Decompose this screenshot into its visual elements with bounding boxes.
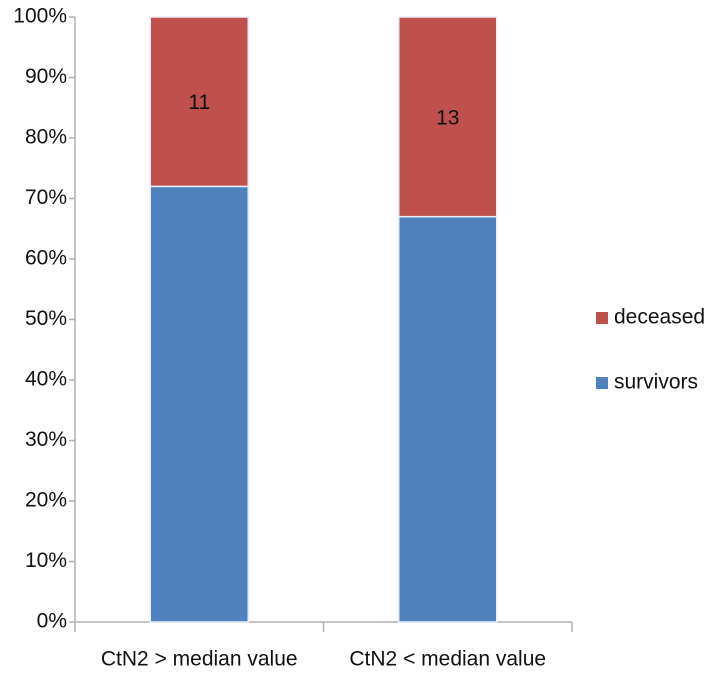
- y-tick-label: 90%: [25, 65, 67, 88]
- bar-segment: [149, 185, 249, 623]
- bar-segment: [398, 16, 498, 218]
- y-tick-label: 20%: [25, 489, 67, 512]
- y-tick-label: 100%: [13, 5, 67, 28]
- legend-swatch: [596, 377, 608, 389]
- x-tick-label: CtN2 < median value: [349, 648, 546, 671]
- data-label: 11: [188, 91, 210, 114]
- bar-segment: [149, 16, 249, 188]
- legend-label: deceased: [614, 306, 705, 329]
- y-tick-label: 0%: [37, 610, 67, 633]
- bar-segment: [398, 215, 498, 623]
- y-tick-label: 70%: [25, 186, 67, 209]
- y-tick-label: 50%: [25, 307, 67, 330]
- legend-swatch: [596, 312, 608, 324]
- data-label: 13: [436, 106, 459, 129]
- y-tick-label: 30%: [25, 428, 67, 451]
- y-tick-label: 10%: [25, 549, 67, 572]
- x-tick-label: CtN2 > median value: [101, 648, 298, 671]
- y-tick-label: 80%: [25, 126, 67, 149]
- legend-label: survivors: [614, 371, 698, 394]
- y-tick-label: 60%: [25, 247, 67, 270]
- y-tick-label: 40%: [25, 368, 67, 391]
